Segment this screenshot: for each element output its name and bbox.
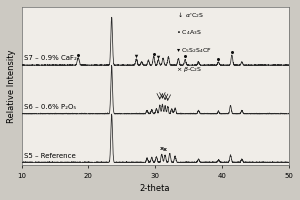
Text: S5 – Reference: S5 – Reference [24, 153, 76, 159]
Text: S7 – 0.9% CaF₂: S7 – 0.9% CaF₂ [24, 55, 77, 61]
X-axis label: 2-theta: 2-theta [140, 184, 170, 193]
Text: x: x [163, 147, 167, 152]
Y-axis label: Relative Intensity: Relative Intensity [7, 49, 16, 123]
Text: $\blacktriangledown$ C$_5$S$_2$S$_4$CF: $\blacktriangledown$ C$_5$S$_2$S$_4$CF [176, 46, 212, 55]
Text: S6 – 0.6% P₂O₅: S6 – 0.6% P₂O₅ [24, 104, 76, 110]
Text: x: x [160, 146, 164, 151]
Text: $\bullet$ C$_4$A$_3$S: $\bullet$ C$_4$A$_3$S [176, 28, 202, 37]
Text: $\times$ $\beta$-C$_2$S: $\times$ $\beta$-C$_2$S [176, 65, 203, 74]
Text: $\downarrow$ $\alpha$'C$_2$S: $\downarrow$ $\alpha$'C$_2$S [176, 10, 205, 20]
